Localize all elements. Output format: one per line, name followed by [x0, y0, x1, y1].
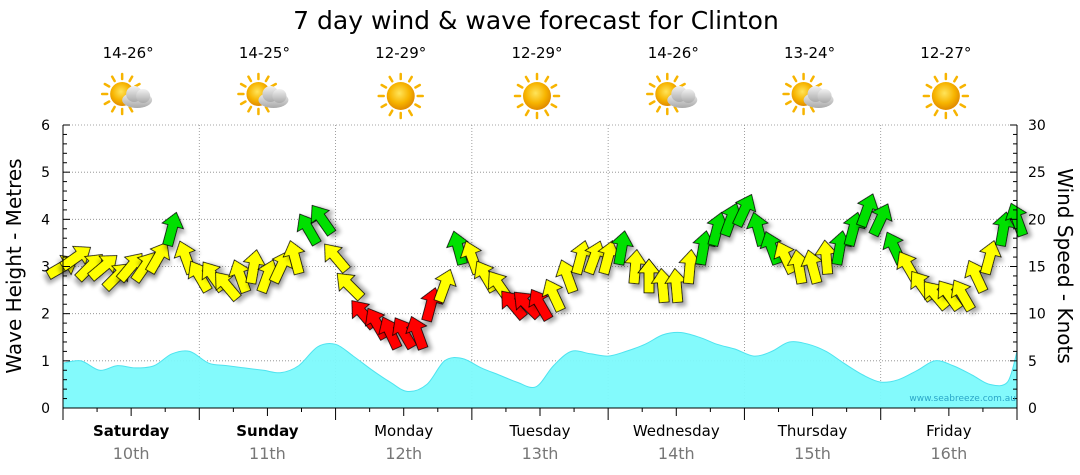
- left-tick-label: 3: [41, 260, 50, 276]
- wind-arrow: [773, 241, 798, 276]
- temperature-range-label: 12-27°: [920, 44, 971, 62]
- day-name-label: Tuesday: [508, 422, 570, 440]
- left-tick-label: 2: [41, 307, 50, 323]
- day-name-label: Thursday: [777, 422, 848, 440]
- wind-arrow: [215, 271, 242, 303]
- wave-height-area: [63, 332, 1017, 408]
- partly-cloudy-icon: [237, 72, 289, 116]
- temperature-range-label: 14-25°: [239, 44, 290, 62]
- day-name-label: Monday: [374, 422, 433, 440]
- right-tick-label: 20: [1028, 212, 1046, 228]
- day-date-label: 13th: [522, 444, 559, 463]
- day-date-label: 12th: [385, 444, 422, 463]
- partly-cloudy-icon: [782, 72, 834, 116]
- temperature-range-label: 13-24°: [784, 44, 835, 62]
- right-axis-title: Wind Speed - Knots: [1053, 168, 1077, 364]
- source-credit: www.seabreeze.com.au: [909, 394, 1016, 404]
- wave-height-line: [62, 331, 1018, 393]
- partly-cloudy-icon: [646, 72, 698, 116]
- right-tick-label: 0: [1028, 401, 1037, 417]
- left-tick-label: 6: [41, 118, 50, 134]
- wind-arrow: [610, 230, 634, 266]
- temperature-range-label: 12-29°: [375, 44, 426, 62]
- wind-arrow: [405, 315, 429, 351]
- temperature-range-label: 12-29°: [511, 44, 562, 62]
- sunny-icon: [922, 72, 970, 120]
- wind-arrow: [268, 250, 293, 285]
- left-tick-label: 0: [41, 401, 50, 417]
- wind-arrow: [296, 213, 322, 247]
- wind-arrow: [732, 193, 757, 228]
- temperature-range-label: 14-26°: [648, 44, 699, 62]
- wind-arrow: [868, 203, 893, 238]
- wind-arrow: [992, 211, 1016, 247]
- right-tick-label: 15: [1028, 260, 1046, 276]
- wave-height-area-layer: [62, 331, 1018, 408]
- wind-arrow: [310, 204, 337, 237]
- chart-axes: 0 1 2 3 4 5 6 0 5 10 15 20 25 30: [41, 118, 1046, 420]
- day-name-label: Sunday: [236, 422, 299, 440]
- wind-arrow: [282, 240, 306, 276]
- day-date-label: 15th: [794, 444, 831, 463]
- right-tick-label: 30: [1028, 118, 1046, 134]
- day-date-label: 10th: [113, 444, 150, 463]
- wind-arrow: [433, 268, 457, 304]
- right-tick-label: 10: [1028, 307, 1046, 323]
- sunny-icon: [377, 72, 424, 120]
- wind-arrows-layer: [45, 193, 1029, 351]
- wind-arrow: [87, 255, 118, 282]
- wind-arrow: [145, 241, 170, 275]
- left-axis-title: Wave Height - Metres: [2, 158, 26, 373]
- wind-arrow: [161, 211, 185, 248]
- day-date-label: 16th: [930, 444, 967, 463]
- day-name-label: Friday: [926, 422, 972, 440]
- right-tick-label: 25: [1028, 165, 1046, 181]
- sunny-icon: [513, 72, 561, 120]
- wind-arrow: [541, 278, 566, 313]
- left-tick-label: 4: [41, 212, 50, 228]
- wind-arrow: [324, 243, 351, 274]
- wind-arrow: [528, 288, 554, 322]
- weather-forecast-row: 14-26° 14-25° 12-29° 12-29° 14-26° 13-24° 12-2…: [100, 44, 971, 120]
- day-date-label: 11th: [249, 444, 286, 463]
- day-labels-row: Saturday 10th Sunday 11th Monday 12th Tuesday 1…: [93, 422, 972, 463]
- day-date-label: 14th: [658, 444, 695, 463]
- left-tick-label: 5: [41, 165, 50, 181]
- wind-arrow: [950, 279, 976, 313]
- chart-title: 7 day wind & wave forecast for Clinton: [293, 6, 779, 35]
- day-name-label: Wednesday: [633, 422, 720, 440]
- right-tick-label: 5: [1028, 354, 1037, 370]
- day-name-label: Saturday: [93, 422, 170, 440]
- partly-cloudy-icon: [100, 72, 153, 116]
- temperature-range-label: 14-26°: [103, 44, 154, 62]
- wind-arrow: [978, 240, 1002, 276]
- wind-arrow: [336, 272, 366, 302]
- left-tick-label: 1: [41, 354, 50, 370]
